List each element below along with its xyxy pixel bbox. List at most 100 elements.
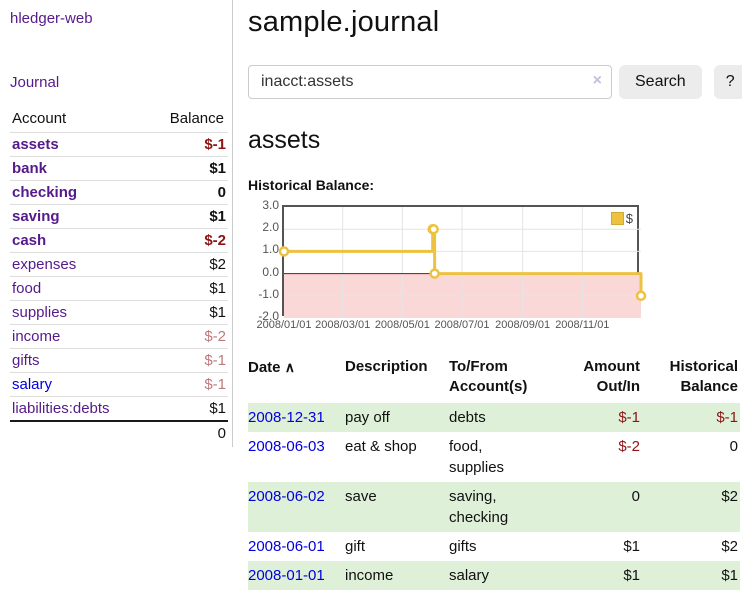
- search-button[interactable]: Search: [619, 65, 702, 99]
- account-link-bank[interactable]: bank: [12, 160, 48, 177]
- account-balance: $-1: [146, 132, 228, 157]
- register-col-description: Description: [345, 358, 428, 375]
- account-balance: $-2: [146, 228, 228, 253]
- transaction-amount: $1: [623, 538, 640, 555]
- transaction-balance: $-1: [716, 409, 738, 426]
- account-row: food $1: [10, 276, 228, 301]
- register-col-date[interactable]: Date ∧: [248, 359, 295, 376]
- chart-y-tick-label: 1.0: [262, 242, 279, 257]
- transaction-amount: $1: [623, 567, 640, 584]
- account-row: assets $-1: [10, 132, 228, 157]
- account-link-supplies[interactable]: supplies: [12, 304, 68, 321]
- help-button[interactable]: ?: [713, 65, 742, 99]
- account-row: cash $-2: [10, 228, 228, 253]
- account-row: supplies $1: [10, 300, 228, 325]
- transaction-balance: $2: [721, 488, 738, 505]
- account-row: income $-2: [10, 324, 228, 349]
- register-row: 2008-06-03 eat & shop food, supplies $-2…: [248, 432, 740, 482]
- register-col-amount: Amount Out/In: [583, 358, 640, 395]
- transaction-date-link[interactable]: 2008-06-03: [248, 438, 325, 455]
- transaction-description: pay off: [345, 409, 390, 426]
- transaction-amount: 0: [631, 488, 640, 505]
- account-link-checking[interactable]: checking: [12, 184, 78, 201]
- transaction-amount: $-1: [618, 409, 640, 426]
- account-row: gifts $-1: [10, 348, 228, 373]
- account-link-liabilities-debts[interactable]: liabilities:debts: [12, 400, 110, 417]
- account-balance: $-2: [146, 324, 228, 349]
- chart-y-labels: 3.0 2.0 1.0 0.0 -1.0 -2.0: [248, 198, 282, 323]
- account-balance: $1: [146, 276, 228, 301]
- chart-x-tick-label: 2008/05/01: [374, 319, 430, 331]
- register-header-row: Date ∧ Description To/From Account(s) Am…: [248, 355, 740, 403]
- transaction-accounts: saving, checking: [449, 488, 509, 526]
- register-table: Date ∧ Description To/From Account(s) Am…: [248, 355, 740, 590]
- transaction-accounts: gifts: [449, 538, 477, 555]
- account-balance: $-1: [146, 348, 228, 373]
- sidebar-item-journal[interactable]: Journal: [10, 74, 60, 91]
- account-link-salary[interactable]: salary: [12, 376, 53, 393]
- chart-plot-area[interactable]: $: [278, 205, 647, 318]
- app-title-link[interactable]: hledger-web: [10, 10, 93, 27]
- transaction-accounts: salary: [449, 567, 490, 584]
- account-balance: 0: [146, 180, 228, 205]
- chart-canvas: [278, 207, 647, 318]
- accounts-balance-table: Account Balance assets $-1 bank $1 check…: [10, 107, 228, 445]
- transaction-description: income: [345, 567, 394, 584]
- chart-x-labels: 2008/01/01 2008/03/01 2008/05/01 2008/07/01…: [256, 319, 742, 337]
- transaction-date-link[interactable]: 2008-06-02: [248, 488, 325, 505]
- chart-y-tick-label: -1.0: [258, 286, 279, 301]
- register-row: 2008-06-02 save saving, checking 0 $2: [248, 482, 740, 532]
- transaction-description: save: [345, 488, 377, 505]
- transaction-date-link[interactable]: 2008-01-01: [248, 567, 325, 584]
- register-col-balance: Historical Balance: [669, 358, 738, 395]
- register-col-accounts: To/From Account(s): [449, 358, 528, 395]
- account-balance: $-1: [146, 372, 228, 397]
- search-input[interactable]: [248, 65, 612, 99]
- register-row: 2008-01-01 income salary $1 $1: [248, 561, 740, 590]
- accounts-col-account: Account: [12, 110, 67, 127]
- account-balance: $1: [146, 300, 228, 325]
- chart-y-tick-label: -2.0: [258, 309, 279, 323]
- chart-x-tick-label: 2008/01/01: [256, 319, 312, 331]
- account-link-food[interactable]: food: [12, 280, 42, 297]
- account-row: bank $1: [10, 156, 228, 181]
- main-content: sample.journal × Search ? assets Histori…: [233, 0, 742, 590]
- accounts-header-row: Account Balance: [10, 107, 228, 133]
- chart-x-tick-label: 2008/09/01: [495, 319, 551, 331]
- account-link-cash[interactable]: cash: [12, 232, 47, 249]
- account-link-gifts[interactable]: gifts: [12, 352, 40, 369]
- account-link-assets[interactable]: assets: [12, 136, 59, 153]
- transaction-description: eat & shop: [345, 438, 417, 455]
- register-row: 2008-12-31 pay off debts $-1 $-1: [248, 403, 740, 432]
- search-form: × Search ?: [248, 65, 742, 99]
- account-balance: $2: [146, 252, 228, 277]
- account-row: expenses $2: [10, 252, 228, 277]
- chart-title: Historical Balance:: [248, 177, 375, 193]
- transaction-balance: 0: [729, 438, 738, 455]
- chart-y-tick-label: 3.0: [262, 198, 279, 212]
- account-balance: $1: [146, 156, 228, 181]
- chart-x-tick-label: 2008/07/01: [434, 319, 490, 331]
- chart-legend: $: [610, 211, 633, 226]
- clear-search-icon[interactable]: ×: [592, 72, 602, 89]
- transaction-balance: $2: [721, 538, 738, 555]
- account-link-income[interactable]: income: [12, 328, 61, 345]
- transaction-date-link[interactable]: 2008-12-31: [248, 409, 325, 426]
- accounts-total-row: 0: [10, 420, 228, 445]
- account-row: saving $1: [10, 204, 228, 229]
- accounts-total-balance: 0: [146, 420, 228, 445]
- transaction-date-link[interactable]: 2008-06-01: [248, 538, 325, 555]
- account-row: salary $-1: [10, 372, 228, 397]
- transaction-accounts: debts: [449, 409, 486, 426]
- chart-x-tick-label: 2008/03/01: [315, 319, 371, 331]
- account-link-saving[interactable]: saving: [12, 208, 60, 225]
- account-balance: $1: [146, 204, 228, 229]
- account-link-expenses[interactable]: expenses: [12, 256, 77, 273]
- accounts-col-balance: Balance: [169, 110, 224, 127]
- page-title: sample.journal: [248, 6, 440, 38]
- sort-asc-icon: ∧: [284, 359, 295, 375]
- account-row: checking 0: [10, 180, 228, 205]
- account-balance: $1: [146, 396, 228, 421]
- transaction-description: gift: [345, 538, 366, 555]
